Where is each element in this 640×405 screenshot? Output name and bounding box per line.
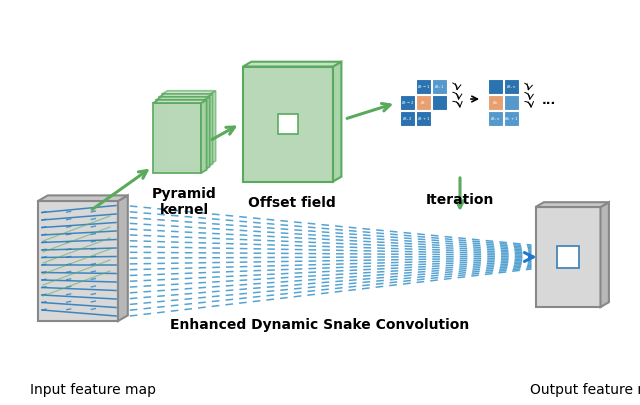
Polygon shape — [38, 196, 128, 202]
Text: Enhanced Dynamic Snake Convolution: Enhanced Dynamic Snake Convolution — [170, 317, 470, 331]
Polygon shape — [243, 62, 341, 67]
Polygon shape — [557, 246, 579, 269]
Polygon shape — [153, 104, 201, 174]
FancyBboxPatch shape — [488, 112, 502, 126]
FancyBboxPatch shape — [416, 96, 431, 110]
FancyBboxPatch shape — [432, 80, 447, 94]
FancyBboxPatch shape — [432, 96, 447, 110]
Polygon shape — [159, 98, 207, 168]
FancyBboxPatch shape — [504, 96, 518, 110]
Text: Input feature map: Input feature map — [30, 382, 156, 396]
Polygon shape — [201, 100, 207, 174]
Text: $\epsilon_{t+1}$: $\epsilon_{t+1}$ — [417, 115, 430, 123]
Polygon shape — [210, 92, 216, 164]
FancyBboxPatch shape — [400, 112, 415, 126]
FancyBboxPatch shape — [416, 112, 431, 126]
Polygon shape — [536, 207, 600, 307]
Polygon shape — [243, 67, 333, 182]
Text: $\epsilon_{t,1}$: $\epsilon_{t,1}$ — [434, 83, 445, 91]
Polygon shape — [162, 92, 216, 95]
Text: $\epsilon_t$: $\epsilon_t$ — [420, 99, 426, 107]
FancyBboxPatch shape — [400, 96, 415, 110]
Text: Offset field: Offset field — [248, 196, 336, 210]
Text: $\epsilon_n$: $\epsilon_n$ — [492, 99, 499, 107]
Text: Pyramid
kernel: Pyramid kernel — [152, 187, 216, 217]
FancyBboxPatch shape — [488, 80, 502, 94]
Text: $\epsilon_{t,2}$: $\epsilon_{t,2}$ — [402, 115, 413, 123]
Polygon shape — [38, 202, 118, 321]
FancyBboxPatch shape — [416, 80, 431, 94]
Polygon shape — [118, 196, 128, 321]
Polygon shape — [333, 62, 341, 182]
Polygon shape — [159, 94, 212, 98]
FancyBboxPatch shape — [504, 112, 518, 126]
FancyBboxPatch shape — [504, 80, 518, 94]
Polygon shape — [278, 115, 298, 135]
Polygon shape — [204, 98, 210, 171]
Text: $\epsilon_{t,n}$: $\epsilon_{t,n}$ — [490, 115, 500, 123]
FancyBboxPatch shape — [488, 96, 502, 110]
Polygon shape — [156, 98, 210, 101]
Polygon shape — [153, 100, 207, 104]
Text: Output feature map: Output feature map — [530, 382, 640, 396]
Text: ...: ... — [542, 94, 556, 107]
Text: $\epsilon_{t,n}$: $\epsilon_{t,n}$ — [506, 83, 516, 91]
Text: $\epsilon_{t-2}$: $\epsilon_{t-2}$ — [401, 99, 414, 107]
Polygon shape — [162, 95, 210, 164]
Text: Iteration: Iteration — [426, 192, 494, 207]
Polygon shape — [156, 101, 204, 171]
Polygon shape — [536, 202, 609, 207]
Text: $\epsilon_{t-1}$: $\epsilon_{t-1}$ — [417, 83, 430, 91]
Text: $\epsilon_{n+1}$: $\epsilon_{n+1}$ — [504, 115, 518, 123]
Polygon shape — [600, 202, 609, 307]
Polygon shape — [207, 94, 212, 168]
